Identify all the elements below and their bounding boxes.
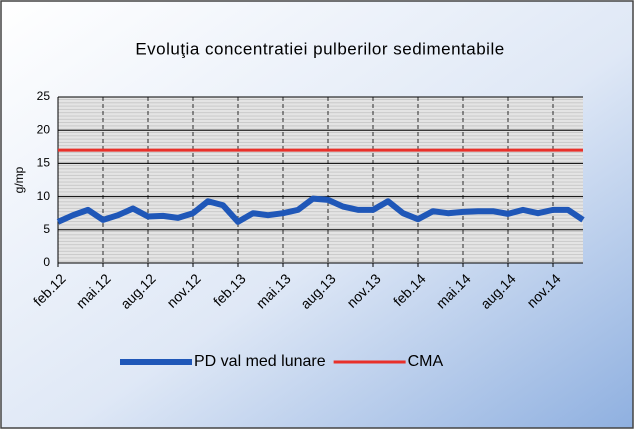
y-tick-label: 5 bbox=[43, 222, 50, 236]
chart-title: Evoluţia concentratiei pulberilor sedime… bbox=[135, 39, 504, 58]
series-line bbox=[56, 195, 585, 225]
y-tick-label: 0 bbox=[43, 255, 50, 269]
y-axis-label: g/mp bbox=[12, 166, 26, 193]
legend-label: CMA bbox=[408, 353, 444, 370]
y-tick-label: 25 bbox=[37, 89, 51, 103]
y-tick-label: 10 bbox=[37, 189, 51, 203]
legend-label: PD val med lunare bbox=[194, 353, 326, 370]
plot-area bbox=[58, 97, 583, 263]
y-tick-label: 15 bbox=[37, 156, 51, 170]
y-tick-label: 20 bbox=[37, 122, 51, 136]
